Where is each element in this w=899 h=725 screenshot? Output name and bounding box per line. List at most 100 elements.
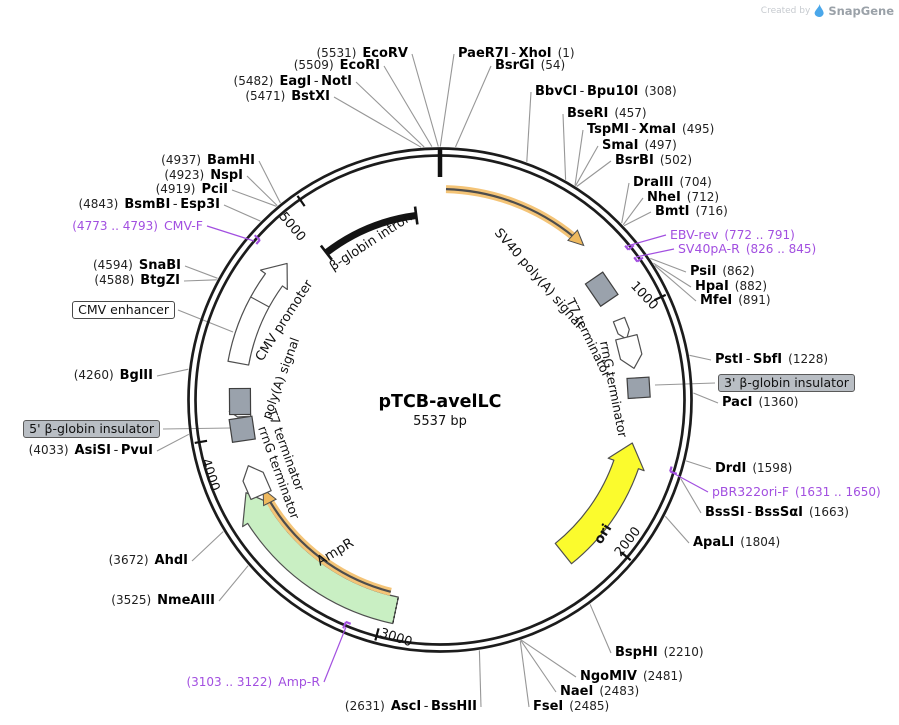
pos: (457) (608, 106, 647, 120)
primer-mark-tick-EBV-rev (627, 244, 635, 251)
nm: BsrGI (495, 58, 535, 73)
cmv-promoter-arrow-divider (250, 296, 270, 308)
watermark-brand: SnapGene (828, 4, 894, 18)
site-label-AscI-BssHII: (2631) AscI - BssHII (345, 699, 477, 714)
pos: (4773 .. 4793) (72, 219, 164, 233)
site-label-PciI: (4919) PciI (156, 182, 228, 197)
nm: BsrBI (615, 153, 654, 168)
pos: (5482) (233, 74, 280, 88)
leader-EagI-NotI (355, 81, 425, 148)
leader-BsmBI-Esp3I (223, 204, 261, 222)
nm: AscI (390, 699, 422, 714)
leader-BstXI (333, 96, 422, 148)
site-label-BglII: (4260) BglII (74, 368, 153, 383)
leader-EcoRV (411, 53, 439, 147)
nm: BmtI (655, 204, 690, 219)
primer-leader-pBR322ori-F (670, 471, 709, 493)
leader-PstI-SbfI (689, 354, 712, 361)
site-label-EcoRV: (5531) EcoRV (317, 46, 409, 61)
site-label-BstXI: (5471) BstXI (245, 89, 330, 104)
pos: (308) (638, 84, 677, 98)
leader-BssSI-BssSαI (680, 478, 702, 514)
nm: PvuI (120, 443, 153, 458)
pos: (704) (673, 175, 712, 189)
dash: - (628, 122, 639, 137)
ampr-inner-arrow-core (268, 499, 392, 593)
site-label-EagI-NotI: (5482) EagI - NotI (234, 74, 352, 89)
nm: Esp3I (180, 197, 220, 212)
site-label-ApaLI: ApaLI (1804) (693, 535, 780, 550)
rrng-terminator-marker-left (242, 465, 272, 501)
pos: (712) (680, 190, 720, 204)
leader-HpaI (653, 262, 692, 288)
leader-cmv-enhancer (177, 309, 234, 333)
dash: - (743, 352, 753, 367)
site-label-EcoRI: (5509) EcoRI (294, 58, 380, 73)
3p-beta-globin-insulator-box (626, 376, 651, 400)
leader-AsiSI-PvuI (156, 433, 190, 452)
site-label-MfeI: MfeI (891) (700, 293, 771, 308)
leader-NaeI (520, 639, 557, 693)
nm: CMV-F (163, 218, 203, 233)
pos: (1) (551, 46, 575, 60)
pos: (882) (728, 279, 768, 293)
dash: - (421, 699, 432, 714)
nm: NaeI (560, 684, 594, 699)
site-label-BsrGI: BsrGI (54) (495, 58, 565, 73)
primer-leader-Amp-R (323, 626, 347, 683)
site-label-BtgZI: (4588) BtgZI (94, 273, 180, 288)
pos: (716) (689, 204, 728, 218)
pos: (1228) (782, 352, 829, 366)
nm: BamHI (207, 153, 255, 168)
pos: (3672) (108, 553, 155, 567)
nm: BssSαI (754, 505, 803, 520)
leader-PsiI (650, 257, 687, 273)
pos: (2483) (593, 684, 640, 698)
leader-BsrBI (576, 160, 612, 187)
nm: DraIII (633, 175, 674, 190)
leader-BseRI (562, 113, 567, 180)
pos: (1598) (746, 461, 793, 475)
nm: PaeR7I (458, 46, 509, 61)
site-label-DraIII: DraIII (704) (633, 175, 712, 190)
leader-BsrGI (454, 65, 492, 148)
site-label-TspMI-XmaI: TspMI - XmaI (495) (587, 122, 714, 137)
nm: NspI (210, 168, 243, 183)
tick-1000 (653, 293, 667, 302)
pos: (2210) (657, 645, 704, 659)
pos: (2481) (636, 669, 683, 683)
leader-MfeI (654, 264, 697, 302)
site-label-NgoMIV: NgoMIV (2481) (580, 669, 683, 684)
nm: PciI (201, 182, 228, 197)
leader-BspHI (589, 604, 612, 654)
site-label-BmtI: BmtI (716) (655, 204, 728, 219)
pos: (5509) (293, 58, 340, 72)
site-label-BssSI-BssSαI: BssSI - BssSαI (1663) (705, 505, 849, 520)
beta-globin-intron-line-cap0 (319, 244, 333, 261)
tick-4000 (194, 439, 208, 445)
5p-beta-globin-insulator-box (228, 415, 256, 444)
nm: EBV-rev (670, 227, 719, 242)
plasmid-size: 5537 bp (413, 414, 467, 429)
nm: NgoMIV (580, 669, 637, 684)
nm: BbvCI (535, 84, 578, 99)
primer-label-Amp-R: (3103 .. 3122) Amp-R (186, 674, 320, 690)
leader-BmtI (623, 211, 652, 227)
tick-5000 (296, 195, 306, 207)
snapgene-watermark: Created by SnapGene (761, 4, 894, 18)
rrng-terminator-marker-right (615, 334, 643, 369)
pos: (1663) (803, 505, 849, 519)
plasmid-name: pTCB-avelLC (378, 392, 502, 412)
pos: (4923) (164, 168, 211, 182)
plasmid-title-block: pTCB-avelLC 5537 bp (340, 392, 540, 429)
pos: (4594) (92, 258, 139, 272)
primer-leader-EBV-rev (626, 234, 667, 247)
nm: PstI (715, 352, 744, 367)
site-label-FseI: FseI (2485) (533, 699, 609, 714)
site-label-BbvCI-Bpu10I: BbvCI - Bpu10I (308) (535, 84, 677, 99)
nm: NheI (647, 190, 681, 205)
leader-PciI (231, 189, 277, 207)
site-label-NheI: NheI (712) (647, 190, 719, 205)
nm: FseI (533, 699, 564, 714)
